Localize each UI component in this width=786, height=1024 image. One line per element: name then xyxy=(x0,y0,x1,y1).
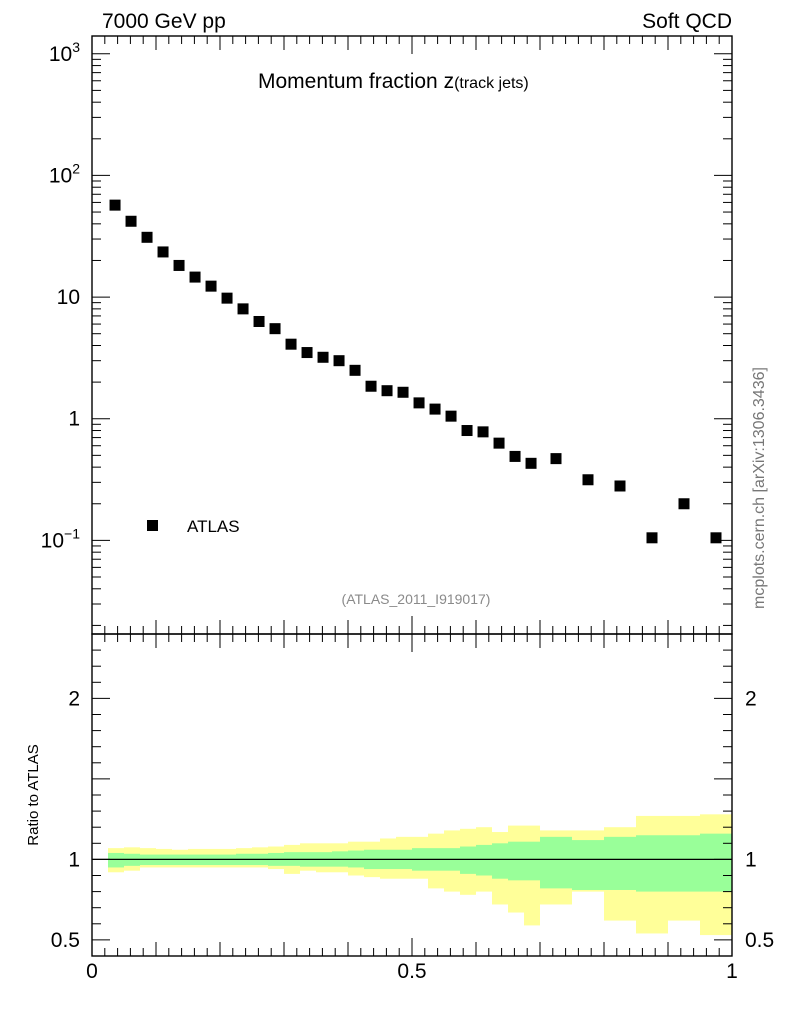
ratio-y-tick-label-right: 2 xyxy=(745,687,757,710)
data-point xyxy=(678,498,690,510)
ratio-stat-band-bin-26 xyxy=(524,841,540,881)
data-point xyxy=(582,474,594,486)
data-point xyxy=(509,450,521,462)
x-tick-label: 0.5 xyxy=(397,960,426,983)
ratio-stat-band-bin-0 xyxy=(108,852,124,868)
main-y-tick-label: 103 xyxy=(49,39,80,66)
ratio-stat-band-bin-32 xyxy=(700,833,732,892)
data-point xyxy=(221,292,233,304)
main-y-tick-label: 10−1 xyxy=(41,525,81,552)
ratio-stat-band-bin-28 xyxy=(572,840,604,890)
data-point xyxy=(189,271,201,283)
ratio-y-tick-label-left: 0.5 xyxy=(51,929,80,952)
data-point xyxy=(269,323,281,335)
data-point xyxy=(381,385,393,397)
ratio-y-tick-labels: 2 2 1 1 0.5 0.5 xyxy=(51,687,774,952)
ratio-stat-band-bin-23 xyxy=(476,844,492,876)
ratio-stat-band-bin-27 xyxy=(540,836,572,889)
data-point xyxy=(301,347,313,359)
x-tick-label: 0 xyxy=(86,960,98,983)
energy-label: 7000 GeV pp xyxy=(102,10,226,33)
data-point xyxy=(285,338,297,350)
data-point xyxy=(141,231,153,243)
data-point xyxy=(445,410,457,422)
data-point xyxy=(157,246,169,258)
ratio-y-tick-label-left: 2 xyxy=(68,687,80,710)
plot-title: Momentum fraction z(track jets) xyxy=(258,70,529,93)
data-point xyxy=(109,199,121,211)
side-label: mcplots.cern.ch [arXiv:1306.3436] xyxy=(751,367,768,609)
plot-title-subscript: (track jets) xyxy=(454,75,529,92)
ratio-y-tick-label-right: 1 xyxy=(745,848,757,871)
ratio-y-axis-title: Ratio to ATLAS xyxy=(25,744,42,845)
data-point xyxy=(461,425,473,437)
data-point xyxy=(237,303,249,315)
plot-title-main: Momentum fraction xyxy=(258,70,444,93)
ratio-uncertainty-bands xyxy=(108,814,732,936)
data-point xyxy=(365,380,377,392)
data-point xyxy=(493,437,505,449)
ratio-y-tick-label-right: 0.5 xyxy=(745,929,774,952)
ratio-stat-band-bin-24 xyxy=(492,843,508,879)
data-point xyxy=(477,426,489,438)
data-point xyxy=(317,351,329,363)
main-plot-frame xyxy=(91,35,733,635)
data-point xyxy=(710,532,722,544)
ratio-stat-band-bin-25 xyxy=(508,841,524,881)
data-point xyxy=(525,457,537,469)
ratio-y-tick-label-left: 1 xyxy=(68,848,80,871)
ratio-stat-band-bin-22 xyxy=(460,846,476,874)
process-label: Soft QCD xyxy=(642,10,732,33)
analysis-label: (ATLAS_2011_I919017) xyxy=(342,591,491,607)
data-point xyxy=(125,215,137,227)
main-y-axis-ticks xyxy=(92,53,732,626)
ratio-y-axis-ticks xyxy=(92,649,732,941)
data-point xyxy=(205,280,217,292)
data-point xyxy=(349,364,361,376)
ratio-stat-band-bin-30 xyxy=(636,835,668,892)
legend-marker-atlas xyxy=(147,520,158,531)
data-point xyxy=(413,397,425,409)
data-point xyxy=(550,453,562,465)
data-point xyxy=(173,259,185,271)
main-y-tick-label: 10 xyxy=(57,286,80,309)
plot-title-variable: z xyxy=(444,70,455,93)
data-series-atlas xyxy=(109,199,722,544)
x-axis-ticks xyxy=(91,36,733,956)
data-point xyxy=(614,480,626,492)
data-point xyxy=(333,355,345,367)
data-point xyxy=(646,532,658,544)
data-point xyxy=(397,386,409,398)
main-y-tick-label: 102 xyxy=(49,160,80,187)
legend-label-atlas: ATLAS xyxy=(187,517,240,536)
data-point xyxy=(429,403,441,415)
ratio-stat-band-bin-31 xyxy=(668,835,700,892)
ratio-stat-band-bin-29 xyxy=(604,836,636,890)
x-tick-label: 1 xyxy=(726,960,738,983)
x-tick-labels: 0 0.5 1 xyxy=(86,960,738,983)
data-point xyxy=(253,315,265,327)
main-y-tick-label: 1 xyxy=(68,408,80,431)
